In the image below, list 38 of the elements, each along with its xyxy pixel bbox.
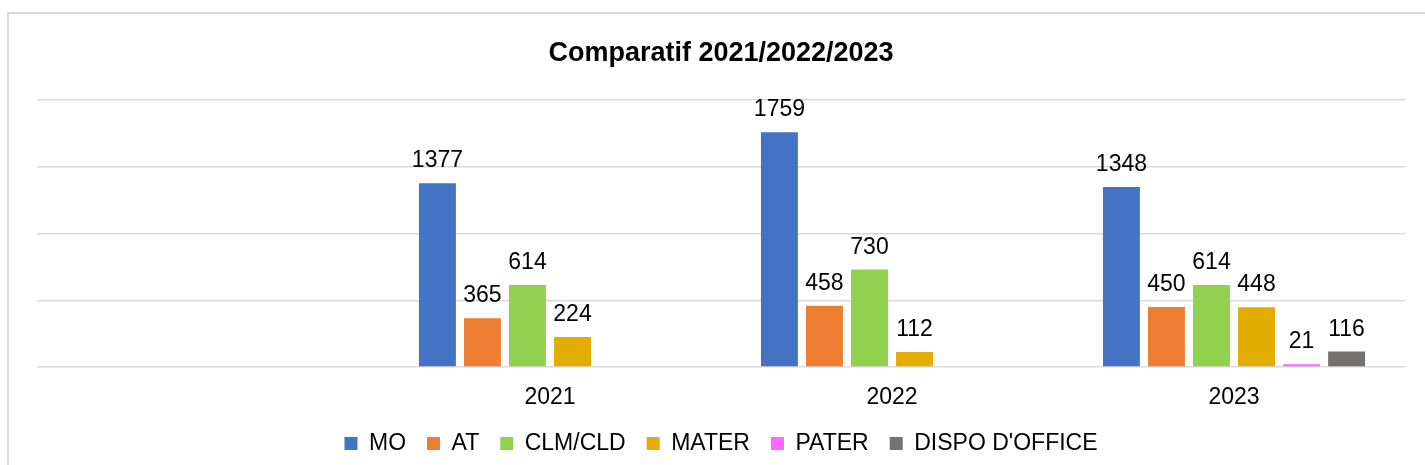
bar <box>1283 364 1321 367</box>
bar <box>554 337 591 367</box>
data-label: 112 <box>896 315 933 342</box>
data-label: 224 <box>553 300 592 327</box>
bar <box>851 269 888 367</box>
data-label: 458 <box>805 268 844 295</box>
data-label: 448 <box>1237 270 1276 297</box>
legend-label: AT <box>451 428 480 455</box>
x-tick-label: 2021 <box>524 383 576 410</box>
bar <box>418 183 456 367</box>
bar <box>463 318 501 367</box>
bar <box>1102 187 1140 367</box>
bar <box>1238 307 1275 367</box>
data-label: 1377 <box>411 146 464 173</box>
bar <box>760 132 798 367</box>
legend-label: MATER <box>671 428 750 455</box>
bar <box>1147 306 1185 367</box>
x-tick-label: 2023 <box>1208 383 1260 410</box>
data-label: 614 <box>1192 248 1231 275</box>
bar <box>896 352 933 367</box>
chart-title: Comparatif 2021/2022/2023 <box>548 36 894 67</box>
data-label: 1759 <box>753 95 806 122</box>
data-label: 116 <box>1328 314 1365 341</box>
bar <box>1193 285 1230 367</box>
legend-label: DISPO D'OFFICE <box>914 428 1098 455</box>
bar <box>1328 351 1366 367</box>
legend-label: CLM/CLD <box>524 428 626 455</box>
data-label: 365 <box>463 281 502 308</box>
x-tick-label: 2022 <box>866 383 918 410</box>
data-label: 21 <box>1288 327 1315 354</box>
legend-label: MO <box>368 428 407 455</box>
bar <box>805 305 843 367</box>
data-label: 614 <box>508 248 547 275</box>
data-label: 450 <box>1147 269 1186 296</box>
data-label: 1348 <box>1095 150 1148 177</box>
data-label: 730 <box>850 232 889 259</box>
bar <box>509 285 546 367</box>
legend-label: PATER <box>795 428 869 455</box>
